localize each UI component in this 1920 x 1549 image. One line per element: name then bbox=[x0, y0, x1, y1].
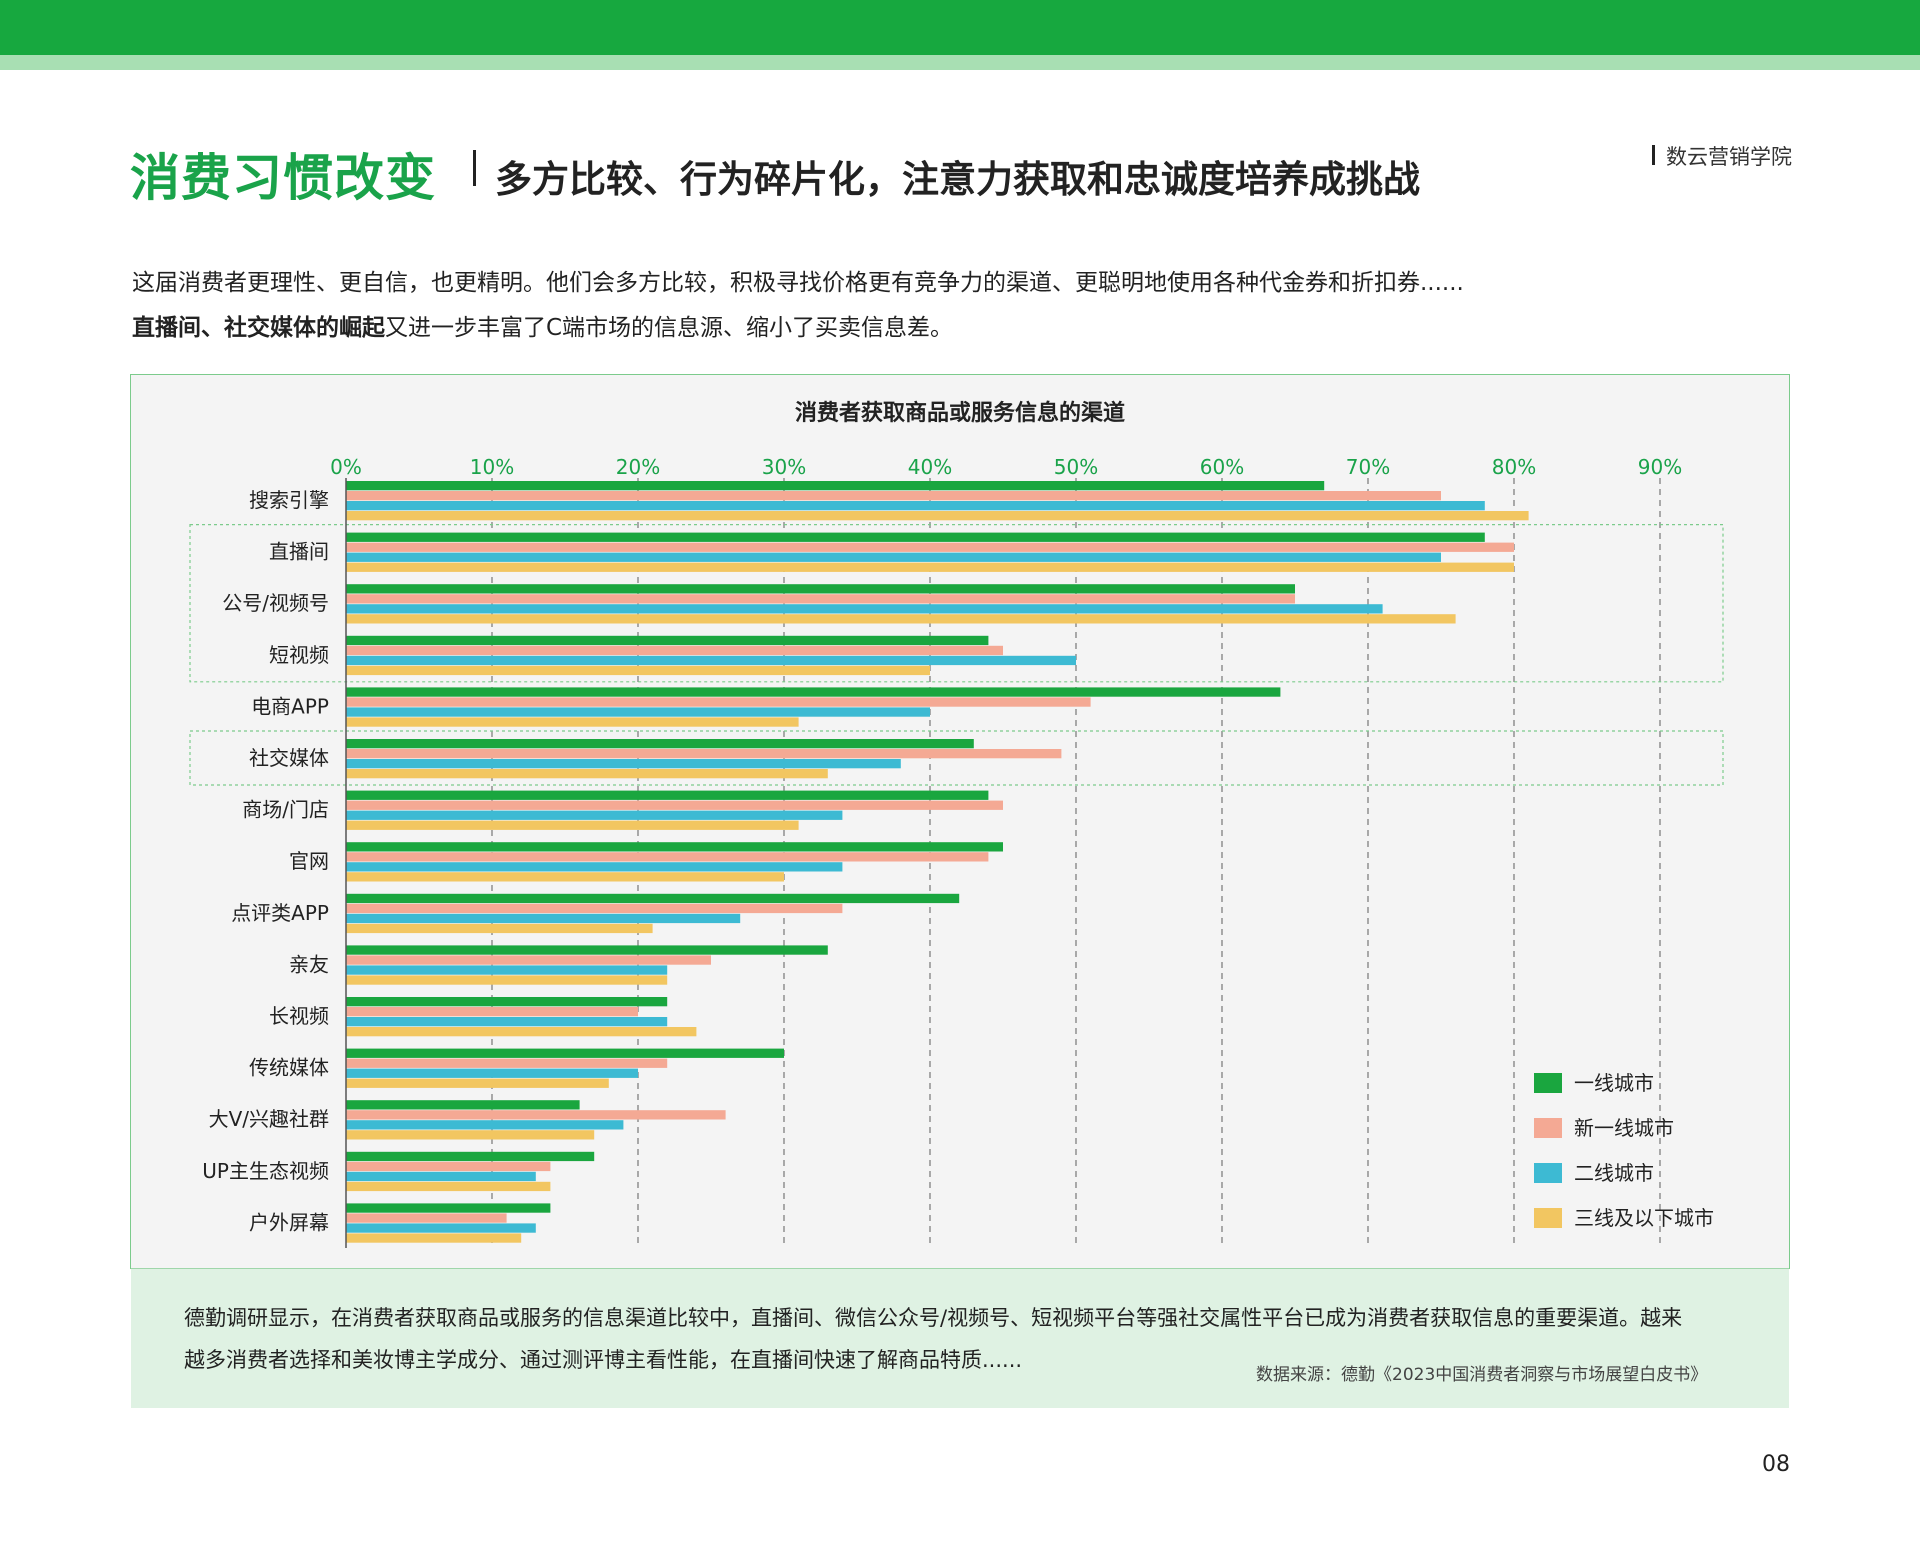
note-box bbox=[131, 1268, 1789, 1408]
intro-highlight: 直播间、社交媒体的崛起 bbox=[132, 315, 385, 341]
chart-panel bbox=[130, 374, 1790, 1269]
top-banner bbox=[0, 0, 1920, 55]
intro-rest: 又进一步丰富了C端市场的信息源、缩小了买卖信息差。 bbox=[385, 315, 954, 341]
note-line-2: 越多消费者选择和美妆博主学成分、通过测评博主看性能，在直播间快速了解商品特质..… bbox=[184, 1348, 1023, 1372]
intro-line-2: 直播间、社交媒体的崛起又进一步丰富了C端市场的信息源、缩小了买卖信息差。 bbox=[132, 308, 953, 342]
data-source: 数据来源：德勤《2023中国消费者洞察与市场展望白皮书》 bbox=[1256, 1365, 1708, 1385]
note-line-1: 德勤调研显示，在消费者获取商品或服务的信息渠道比较中，直播间、微信公众号/视频号… bbox=[184, 1306, 1683, 1330]
page-subtitle: 多方比较、行为碎片化，注意力获取和忠诚度培养成挑战 bbox=[495, 158, 1420, 201]
brand-label: 数云营销学院 bbox=[1666, 145, 1792, 169]
brand-divider bbox=[1652, 145, 1655, 165]
top-banner-stripe bbox=[0, 55, 1920, 70]
page-title: 消费习惯改变 bbox=[130, 149, 436, 207]
page-number: 08 bbox=[1762, 1452, 1790, 1477]
intro-line-1: 这届消费者更理性、更自信，也更精明。他们会多方比较，积极寻找价格更有竞争力的渠道… bbox=[132, 270, 1464, 296]
title-divider bbox=[473, 150, 476, 186]
